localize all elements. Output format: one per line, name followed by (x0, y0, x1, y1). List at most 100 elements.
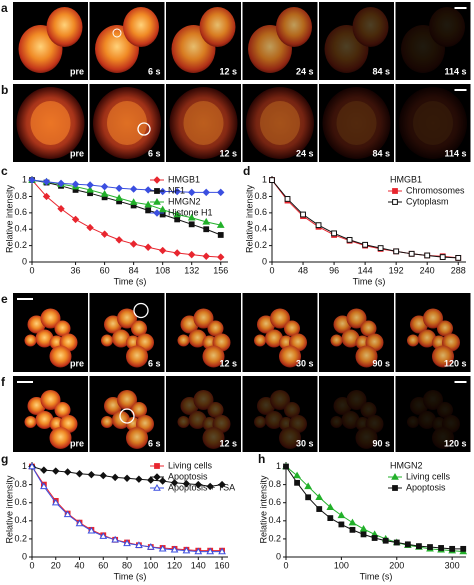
legend-marker (153, 483, 161, 491)
data-point (371, 535, 378, 541)
data-point (71, 180, 80, 188)
x-tick-label: 36 (71, 265, 81, 275)
legend-marker (391, 472, 399, 480)
data-point (158, 246, 167, 255)
legend-label: Cytoplasm (406, 196, 449, 206)
data-point (217, 253, 225, 261)
data-point (75, 519, 84, 527)
cell-body (35, 411, 54, 429)
frame-label: 90 s (372, 438, 390, 448)
cell-image (407, 308, 460, 368)
cell-image (95, 7, 159, 73)
cell-body (432, 427, 454, 449)
data-point (331, 230, 337, 237)
data-point (194, 480, 203, 489)
data-point (206, 547, 215, 555)
x-tick-label: 40 (75, 560, 85, 570)
data-point (455, 255, 462, 261)
frame-label: 6 s (148, 438, 161, 448)
data-point (100, 230, 109, 238)
data-point (315, 493, 324, 500)
data-point (439, 254, 446, 260)
data-point (146, 543, 155, 550)
data-point (294, 479, 300, 486)
data-point (404, 541, 411, 548)
cell-image (324, 7, 389, 73)
cell-body (254, 416, 266, 428)
y-tick-label: 0.6 (254, 207, 267, 217)
cell-body (330, 334, 343, 347)
x-tick-label: 192 (389, 265, 404, 275)
y-axis-label: Relative intensity (4, 475, 14, 544)
data-point (327, 515, 334, 521)
data-point (87, 470, 96, 479)
nucleus (352, 7, 389, 47)
frame-label: 120 s (444, 358, 467, 368)
data-point (316, 506, 323, 512)
data-point (188, 221, 195, 228)
frame-label: 84 s (372, 148, 390, 158)
y-tick-label: 0 (22, 256, 27, 266)
cell-body (35, 329, 54, 348)
cell-body (346, 308, 367, 329)
data-point (460, 545, 467, 552)
chromatin (183, 101, 224, 145)
data-point (158, 205, 167, 213)
data-point (408, 250, 415, 257)
data-point (173, 187, 181, 196)
cell-body (418, 329, 436, 348)
cell-image (177, 308, 231, 368)
cell-body (117, 390, 137, 410)
legend-title: HMGB1 (390, 174, 422, 184)
x-tick-label: 100 (143, 560, 158, 570)
cell-body (188, 411, 207, 429)
data-point (75, 470, 84, 478)
data-point (338, 521, 345, 528)
data-point (40, 482, 48, 490)
data-point (100, 190, 109, 197)
cell-body (49, 427, 72, 449)
data-point (123, 474, 131, 482)
y-tick-label: 0.2 (14, 240, 27, 250)
cell-body (284, 402, 300, 418)
y-tick-label: 0.8 (254, 191, 267, 201)
data-point (424, 252, 431, 259)
y-tick-label: 0.4 (268, 515, 281, 525)
data-point (173, 210, 182, 218)
cell-image (322, 87, 391, 159)
data-point (377, 245, 384, 251)
y-tick-label: 0 (262, 256, 267, 266)
cell-image (330, 390, 384, 449)
legend-label: HMGN2 (168, 196, 201, 206)
data-point (170, 545, 179, 553)
x-axis-label: Time (s) (114, 276, 147, 286)
data-point (173, 249, 181, 257)
cell-body (360, 320, 377, 337)
data-point (86, 185, 94, 193)
data-point (182, 546, 191, 554)
frame-label: pre (70, 66, 84, 76)
legend-marker (392, 188, 398, 194)
legend-label: Apoptosis + TSA (168, 482, 235, 492)
y-tick-label: 1 (22, 174, 27, 184)
nucleus (429, 7, 465, 47)
cell-body (341, 329, 360, 348)
cell-image (254, 308, 307, 368)
cell-body (407, 416, 419, 428)
data-point (284, 196, 291, 202)
cell-body (437, 320, 453, 337)
data-point (337, 511, 346, 519)
data-point (63, 510, 72, 518)
frame-label: pre (70, 148, 84, 158)
x-tick-label: 96 (329, 265, 339, 275)
data-point (326, 503, 335, 510)
x-tick-label: 80 (122, 560, 132, 570)
chromatin (413, 101, 453, 145)
cell-image (93, 87, 161, 159)
cell-body (112, 329, 130, 348)
cell-body (177, 334, 190, 347)
data-point (217, 232, 224, 238)
data-point (144, 186, 152, 194)
cell-image (399, 87, 467, 159)
legend-label: Histone H1 (168, 207, 213, 217)
